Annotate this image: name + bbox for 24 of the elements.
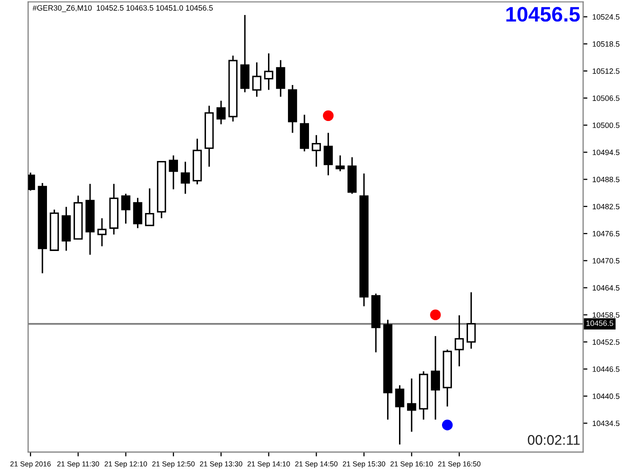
candlestick (324, 132, 333, 176)
point (442, 420, 453, 430)
candlestick (466, 292, 476, 350)
candlestick (395, 384, 404, 446)
annotation: 10456.5 (506, 6, 580, 22)
candlestick (454, 314, 464, 368)
candlestick (133, 197, 142, 229)
candlestick (430, 335, 440, 420)
candlestick (276, 59, 286, 98)
candlestick (336, 154, 345, 172)
candlestick (407, 378, 416, 432)
candlestick (145, 188, 154, 226)
candlestick (240, 14, 250, 93)
candlestick (252, 62, 262, 98)
candlestick (121, 193, 130, 224)
candlestick (180, 161, 190, 194)
candlestick (312, 134, 321, 168)
point (322, 110, 334, 122)
candlestick (264, 52, 274, 91)
annotation: 00:02:11 (528, 435, 580, 445)
candlestick (97, 217, 107, 247)
point (430, 309, 441, 320)
candlestick (168, 154, 178, 190)
candlestick (216, 100, 226, 125)
